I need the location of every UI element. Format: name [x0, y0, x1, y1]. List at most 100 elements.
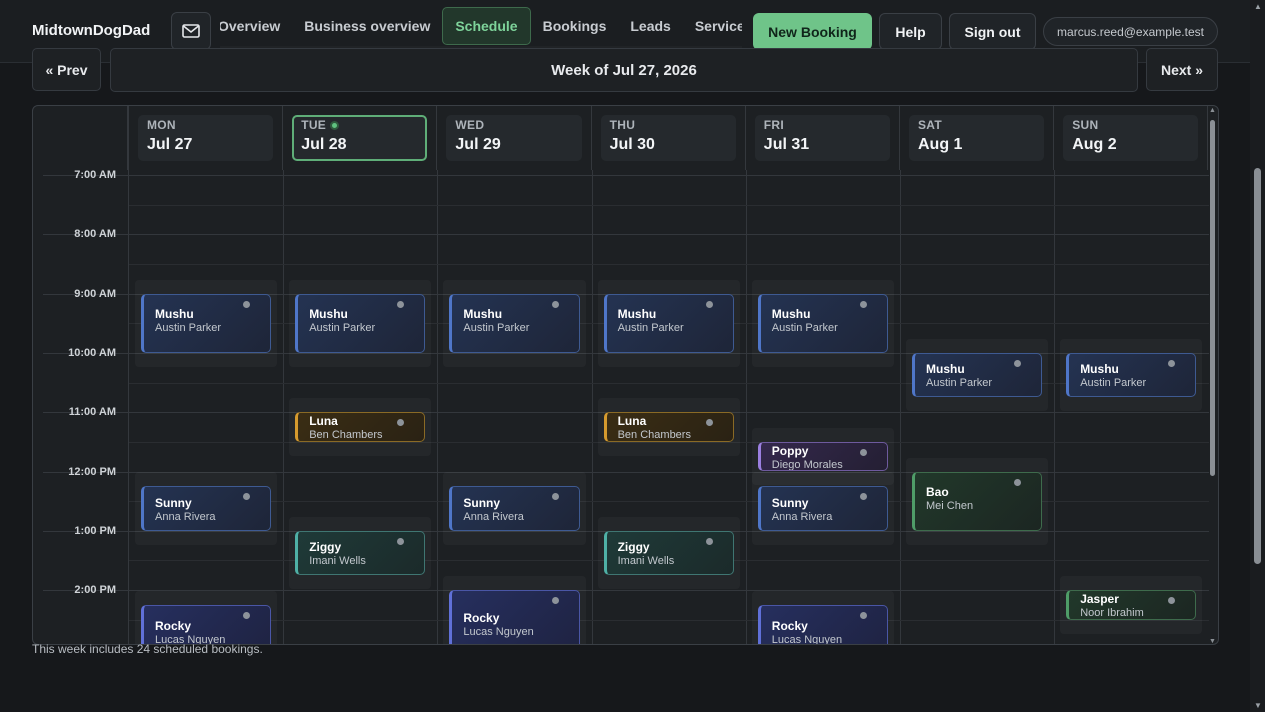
booking-pet-name: Mushu: [463, 307, 503, 322]
messages-button[interactable]: [171, 12, 211, 50]
day-name: SAT: [918, 118, 1035, 132]
brand-logo[interactable]: MidtownDogDad: [32, 22, 151, 39]
nav-item-business-overview[interactable]: Business overview: [304, 18, 431, 34]
page-scroll-thumb[interactable]: [1254, 168, 1261, 564]
time-label: 1:00 PM: [74, 524, 116, 537]
time-label: 9:00 AM: [74, 287, 116, 300]
page-scroll-up-icon[interactable]: ▲: [1254, 2, 1262, 11]
day-date: Jul 28: [301, 136, 347, 153]
booking-owner-name: Mei Chen: [926, 500, 974, 513]
booking-owner-name: Austin Parker: [617, 322, 684, 335]
booking-card[interactable]: Rocky Lucas Nguyen: [757, 604, 888, 644]
booking-pet-name: Mushu: [155, 307, 194, 322]
day-card[interactable]: MON Jul 27: [138, 115, 274, 161]
booking-owner-name: Anna Rivera: [771, 510, 833, 523]
day-date: Jul 29: [455, 136, 501, 153]
status-dot-icon: [705, 300, 713, 308]
status-dot-icon: [397, 300, 405, 308]
half-hour-line: [129, 441, 1209, 443]
booking-pet-name: Poppy: [771, 443, 809, 458]
page-scrollbar[interactable]: ▲ ▼: [1250, 0, 1265, 712]
day-card[interactable]: SAT Aug 1: [909, 115, 1045, 161]
booking-owner-name: Austin Parker: [155, 322, 222, 335]
day-card[interactable]: WED Jul 29: [446, 115, 582, 161]
booking-owner-name: Austin Parker: [463, 322, 530, 335]
booking-card[interactable]: Sunny Anna Rivera: [141, 486, 272, 531]
booking-pet-name: Rocky: [155, 618, 192, 633]
booking-card[interactable]: Jasper Noor Ibrahim: [1066, 590, 1197, 620]
day-column-divider: [283, 170, 285, 644]
status-dot-icon: [859, 300, 867, 308]
status-dot-icon: [551, 597, 559, 605]
day-name-text: SUN: [1072, 118, 1099, 132]
day-card[interactable]: TUE Jul 28: [292, 115, 428, 161]
booking-card[interactable]: Sunny Anna Rivera: [757, 486, 888, 531]
booking-pet-name: Mushu: [771, 307, 811, 322]
page-scroll-down-icon[interactable]: ▼: [1254, 701, 1262, 710]
day-card[interactable]: FRI Jul 31: [754, 115, 890, 161]
day-column-divider: [437, 170, 439, 644]
day-name-text: WED: [455, 118, 485, 132]
booking-card[interactable]: Rocky Lucas Nguyen: [141, 604, 272, 644]
half-hour-line: [129, 204, 1209, 206]
booking-owner-name: Lucas Nguyen: [155, 633, 226, 644]
prev-week-label: « Prev: [45, 61, 88, 78]
nav-item-overview[interactable]: Overview: [220, 18, 281, 34]
booking-card[interactable]: Luna Ben Chambers: [295, 412, 426, 442]
nav-item-leads[interactable]: Leads: [630, 18, 671, 34]
new-booking-button[interactable]: New Booking: [753, 13, 872, 50]
day-card[interactable]: THU Jul 30: [600, 115, 736, 161]
help-button[interactable]: Help: [879, 13, 942, 50]
calendar-grid: 7:00 AM 8:00 AM 9:00 AM 10:00 AM 11:00 AM 12:…: [33, 169, 1209, 644]
booking-card[interactable]: Poppy Diego Morales: [757, 441, 888, 472]
envelope-icon: [182, 24, 200, 38]
day-date: Jul 27: [147, 136, 193, 153]
booking-pet-name: Luna: [617, 414, 647, 429]
day-column-divider: [745, 170, 747, 644]
day-header-mon: MON Jul 27: [129, 106, 284, 170]
prev-week-button[interactable]: « Prev: [32, 48, 101, 91]
booking-card[interactable]: Mushu Austin Parker: [449, 293, 580, 353]
day-card[interactable]: SUN Aug 2: [1063, 115, 1199, 161]
day-name: FRI: [764, 118, 881, 132]
booking-card[interactable]: Mushu Austin Parker: [912, 352, 1043, 398]
scroll-down-icon[interactable]: ▼: [1209, 638, 1216, 645]
booking-owner-name: Austin Parker: [309, 322, 376, 335]
calendar-scroll-thumb[interactable]: [1210, 120, 1215, 476]
hour-line: [43, 175, 1209, 176]
next-week-button[interactable]: Next »: [1146, 48, 1218, 91]
booking-card[interactable]: Mushu Austin Parker: [1066, 352, 1197, 398]
booking-card[interactable]: Luna Ben Chambers: [603, 412, 734, 442]
booking-owner-name: Ben Chambers: [617, 429, 691, 442]
day-name: THU: [610, 118, 727, 132]
hour-line: [43, 352, 1209, 354]
day-column-divider: [591, 170, 593, 644]
scroll-up-icon[interactable]: ▲: [1209, 107, 1216, 114]
booking-card[interactable]: Rocky Lucas Nguyen: [449, 590, 580, 644]
booking-card[interactable]: Ziggy Imani Wells: [603, 530, 734, 576]
booking-card[interactable]: Bao Mei Chen: [912, 471, 1043, 531]
nav-item-services[interactable]: Services: [694, 18, 742, 34]
user-email-pill[interactable]: marcus.reed@example.test: [1043, 17, 1218, 46]
status-dot-icon: [243, 493, 251, 501]
booking-pet-name: Rocky: [463, 611, 500, 626]
booking-card[interactable]: Mushu Austin Parker: [757, 293, 888, 353]
day-header-sun: SUN Aug 2: [1054, 106, 1209, 170]
booking-card[interactable]: Mushu Austin Parker: [141, 293, 272, 353]
sign-out-button[interactable]: Sign out: [949, 13, 1036, 50]
booking-card[interactable]: Sunny Anna Rivera: [449, 486, 580, 531]
booking-card[interactable]: Ziggy Imani Wells: [295, 530, 426, 576]
status-dot-icon: [397, 537, 405, 545]
time-label: 2:00 PM: [74, 584, 116, 597]
calendar-scrollbar[interactable]: ▲ ▼: [1209, 107, 1216, 645]
nav-item-schedule[interactable]: Schedule: [442, 7, 531, 45]
booking-card[interactable]: Mushu Austin Parker: [603, 293, 734, 353]
booking-card[interactable]: Mushu Austin Parker: [295, 293, 426, 353]
time-label: 3:00 PM: [33, 643, 116, 644]
booking-pet-name: Sunny: [771, 495, 809, 510]
booking-owner-name: Austin Parker: [1080, 377, 1147, 390]
booking-pet-name: Ziggy: [617, 540, 650, 555]
half-hour-line: [129, 619, 1209, 621]
nav-item-bookings[interactable]: Bookings: [542, 18, 607, 34]
booking-owner-name: Anna Rivera: [463, 510, 524, 523]
